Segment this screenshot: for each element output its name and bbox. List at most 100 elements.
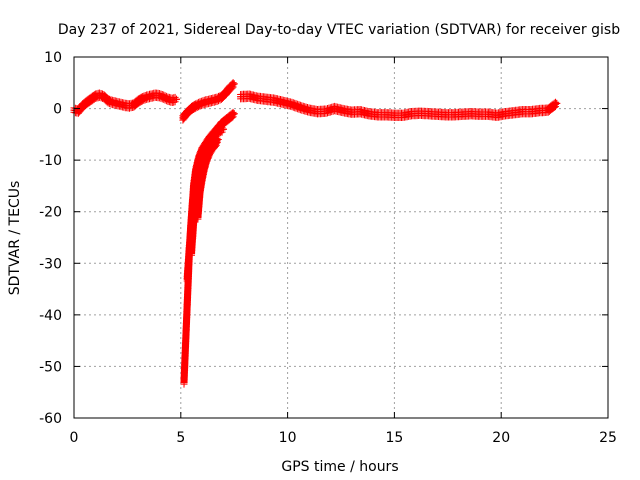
data-point — [296, 104, 304, 112]
data-point — [209, 96, 217, 104]
data-point — [209, 143, 217, 151]
plot-frame — [73, 56, 609, 419]
data-point — [192, 102, 200, 110]
data-point — [196, 100, 204, 108]
data-point — [544, 106, 552, 114]
chart-title: Day 237 of 2021, Sidereal Day-to-day VTE… — [58, 22, 620, 38]
data-point — [230, 110, 238, 118]
data-point — [108, 98, 116, 106]
data-point — [206, 148, 214, 156]
data-point — [168, 96, 176, 104]
data-point — [183, 109, 191, 117]
data-point — [164, 95, 172, 103]
data-point — [484, 110, 492, 118]
series-track-gap-arc — [179, 79, 238, 124]
data-point — [202, 156, 210, 164]
data-point — [288, 100, 296, 108]
data-point — [459, 110, 467, 118]
data-point — [305, 106, 313, 114]
y-tick-label: -60 — [39, 411, 62, 427]
marker-band — [237, 90, 561, 121]
data-point — [195, 154, 203, 162]
x-tick-label: 25 — [599, 430, 617, 446]
data-point — [553, 99, 561, 107]
x-tick-label: 15 — [385, 430, 403, 446]
y-axis-label: SDTVAR / TECUs — [7, 181, 23, 296]
data-point — [79, 102, 87, 110]
y-tick-label: -50 — [39, 359, 62, 375]
data-point — [230, 80, 238, 88]
data-point — [160, 93, 168, 101]
data-point — [183, 275, 191, 283]
data-point — [331, 105, 339, 113]
data-point — [476, 110, 484, 118]
data-point — [126, 102, 134, 110]
data-point — [198, 174, 206, 182]
data-point — [527, 108, 535, 116]
y-tick-label: 10 — [44, 50, 62, 66]
data-point — [87, 95, 95, 103]
series-track-descent-2 — [183, 124, 228, 285]
y-tick-label: -30 — [39, 256, 62, 272]
data-point — [196, 187, 204, 195]
data-point — [117, 100, 125, 108]
x-tick-label: 5 — [176, 430, 185, 446]
data-point — [217, 120, 225, 128]
y-tick-label: -40 — [39, 308, 62, 324]
data-point — [536, 107, 544, 115]
data-point — [322, 107, 330, 115]
data-point — [407, 110, 415, 118]
data-point — [467, 110, 475, 118]
data-point — [104, 97, 112, 105]
data-point — [215, 127, 223, 135]
data-point — [254, 94, 262, 102]
data-point — [194, 213, 202, 221]
data-point — [187, 105, 195, 113]
data-points — [70, 79, 561, 388]
data-point — [179, 114, 187, 122]
data-point — [450, 111, 458, 119]
data-point — [390, 111, 398, 119]
data-point — [416, 109, 424, 117]
data-point — [222, 89, 230, 97]
data-point — [217, 93, 225, 101]
y-tick-label: 0 — [53, 102, 62, 118]
x-tick-label: 20 — [492, 430, 510, 446]
data-point — [189, 234, 197, 241]
data-point — [182, 326, 190, 334]
data-point — [237, 93, 245, 101]
series-track-main-early — [70, 89, 181, 117]
data-point — [425, 110, 433, 118]
data-point — [183, 301, 191, 309]
data-point — [180, 378, 188, 386]
data-point — [339, 107, 347, 115]
data-point — [113, 99, 121, 107]
data-point — [224, 115, 232, 123]
data-point — [213, 138, 221, 146]
data-point — [200, 164, 208, 172]
data-point — [91, 92, 99, 100]
data-point — [442, 111, 450, 119]
data-point — [271, 96, 279, 104]
data-point — [501, 110, 509, 118]
data-point — [493, 111, 501, 119]
data-point — [356, 108, 364, 116]
data-point — [399, 111, 407, 119]
data-point — [187, 249, 195, 257]
data-point — [173, 95, 181, 103]
data-point — [138, 95, 146, 103]
data-point — [519, 108, 527, 116]
data-point — [143, 93, 151, 101]
x-axis-label: GPS time / hours — [281, 459, 398, 475]
data-point — [510, 109, 518, 117]
data-point — [382, 111, 390, 119]
data-point — [220, 125, 228, 133]
data-point — [195, 200, 203, 208]
data-point — [121, 101, 129, 109]
data-point — [96, 91, 104, 99]
data-point — [365, 110, 373, 118]
data-point — [314, 108, 322, 116]
x-tick-label: 10 — [279, 430, 297, 446]
data-point — [151, 91, 159, 99]
